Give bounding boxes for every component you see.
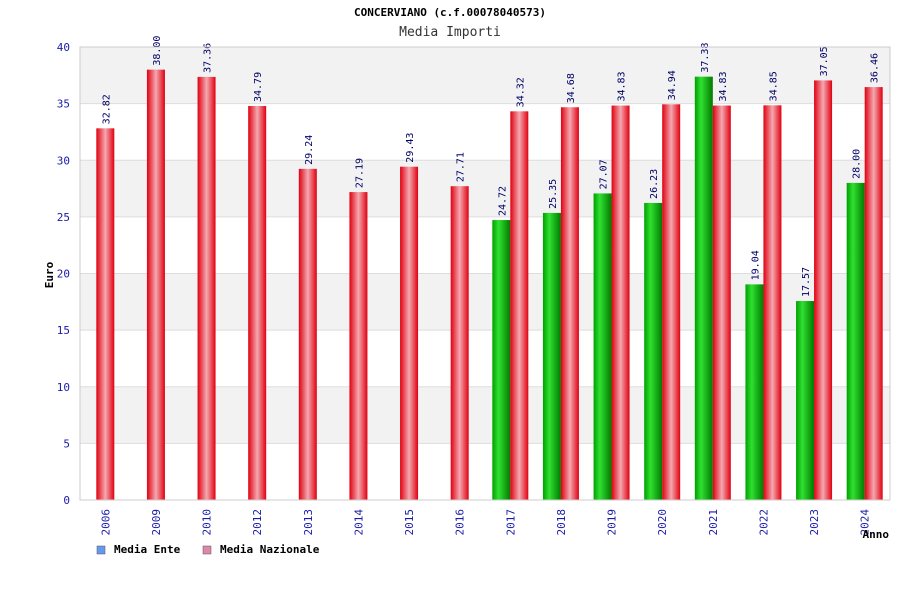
data-label-media-ente: 27.07	[599, 159, 610, 189]
data-label-media-nazionale: 34.79	[253, 72, 264, 102]
data-label-media-ente: 24.72	[497, 186, 508, 216]
chart-title: CONCERVIANO (c.f.00078040573)	[353, 6, 547, 19]
x-tick-label: 2023	[808, 509, 821, 536]
bar-media-ente	[492, 220, 511, 500]
data-label-media-nazionale: 34.32	[515, 77, 526, 107]
bar-media-ente	[796, 301, 815, 500]
x-tick-label: 2020	[656, 509, 669, 536]
legend-entry: Media Nazionale	[220, 543, 320, 556]
bars-layer	[96, 69, 883, 501]
data-labels-layer: 32.82 38.00 37.36 34.79 29.24 27.19 29.43 27.71…	[101, 36, 880, 297]
bar-media-ente	[694, 76, 713, 500]
axes-layer: 0 5 10 15 20 25 30 35 40 2006 2009 2010 2012 2013 2014…	[43, 41, 891, 541]
x-tick-label: 2019	[606, 509, 619, 536]
data-label-media-ente: 26.23	[649, 169, 660, 199]
data-label-media-nazionale: 27.19	[354, 158, 365, 188]
bar-media-ente	[593, 193, 612, 500]
data-label-media-nazionale: 37.05	[819, 46, 830, 76]
x-tick-label: 2010	[201, 509, 214, 536]
data-label-media-ente: 17.57	[801, 267, 812, 297]
y-tick-label: 30	[57, 154, 70, 167]
data-label-media-ente: 37.38	[700, 43, 711, 73]
bar-media-nazionale	[146, 69, 165, 501]
legend: Media Ente Media Nazionale	[96, 543, 320, 556]
data-label-media-nazionale: 34.68	[566, 73, 577, 103]
y-tick-label: 20	[57, 268, 70, 281]
data-label-media-nazionale: 36.46	[870, 53, 881, 83]
data-label-media-nazionale: 27.71	[456, 152, 467, 182]
legend-swatch	[96, 545, 106, 555]
bar-media-nazionale	[400, 166, 419, 500]
x-tick-label: 2006	[99, 509, 112, 536]
data-label-media-nazionale: 34.94	[667, 70, 678, 100]
x-axis-label: Anno	[863, 528, 890, 541]
x-tick-label: 2015	[403, 509, 416, 536]
data-label-media-ente: 19.04	[750, 250, 761, 280]
data-label-media-ente: 28.00	[852, 149, 863, 179]
legend-entry: Media Ente	[114, 543, 181, 556]
x-tick-label: 2022	[757, 509, 770, 536]
x-tick-label: 2009	[150, 509, 163, 536]
bar-media-ente	[542, 212, 561, 500]
data-label-media-nazionale: 38.00	[152, 36, 163, 66]
data-label-media-nazionale: 37.36	[203, 43, 214, 73]
x-tick-label: 2013	[302, 509, 315, 536]
bar-media-nazionale	[712, 105, 731, 501]
y-tick-label: 0	[63, 494, 70, 507]
bar-media-ente	[644, 202, 663, 500]
bar-media-nazionale	[197, 76, 216, 500]
data-label-media-nazionale: 29.24	[304, 135, 315, 165]
bar-media-nazionale	[450, 186, 469, 500]
bar-media-nazionale	[864, 87, 883, 500]
data-label-media-nazionale: 34.85	[768, 71, 779, 101]
x-tick-label: 2014	[352, 509, 365, 536]
bar-media-nazionale	[611, 105, 630, 501]
x-tick-label: 2018	[555, 509, 568, 536]
bar-media-nazionale	[298, 168, 317, 500]
bar-media-nazionale	[560, 107, 579, 501]
y-tick-label: 35	[57, 98, 70, 111]
bar-media-nazionale	[763, 105, 782, 500]
x-tick-label: 2016	[454, 509, 467, 536]
bar-media-nazionale	[814, 80, 833, 500]
plot-frame	[79, 46, 891, 501]
bar-media-ente	[846, 182, 865, 500]
x-tick-label: 2012	[251, 509, 264, 536]
y-tick-label: 40	[57, 41, 70, 54]
x-tick-label: 2017	[504, 509, 517, 536]
bar-media-ente	[745, 284, 764, 500]
y-tick-label: 5	[63, 437, 70, 450]
data-label-media-nazionale: 34.83	[718, 71, 729, 101]
y-axis-label: Euro	[43, 261, 56, 288]
data-label-media-nazionale: 34.83	[617, 71, 628, 101]
bar-media-nazionale	[96, 128, 115, 500]
bar-media-nazionale	[248, 106, 267, 501]
y-tick-label: 15	[57, 324, 70, 337]
legend-swatch	[202, 545, 212, 555]
data-label-media-nazionale: 32.82	[101, 94, 112, 124]
bar-media-nazionale	[510, 111, 529, 501]
x-tick-label: 2021	[707, 509, 720, 536]
data-label-media-nazionale: 29.43	[405, 133, 416, 163]
data-label-media-ente: 25.35	[548, 179, 559, 209]
y-tick-label: 10	[57, 381, 70, 394]
x-tick-label: 2024	[859, 509, 872, 536]
bar-media-nazionale	[349, 192, 368, 501]
y-tick-label: 25	[57, 211, 70, 224]
bar-media-nazionale	[662, 104, 681, 500]
chart-subtitle: Media Importi	[399, 25, 501, 40]
